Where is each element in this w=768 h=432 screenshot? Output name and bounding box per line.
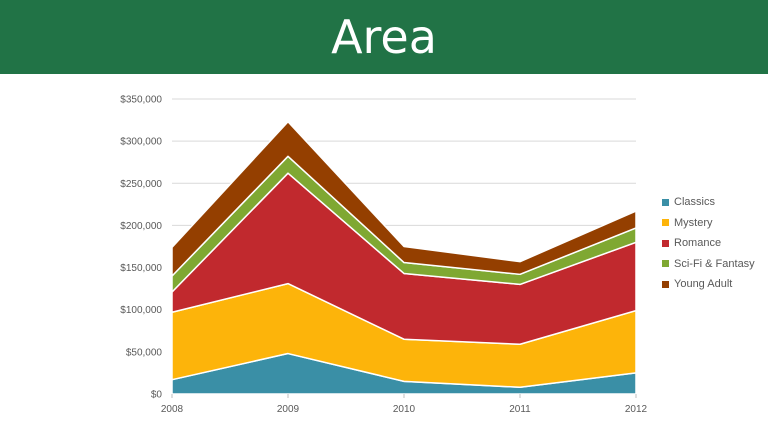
legend-item: Mystery xyxy=(662,213,755,234)
legend-item: Sci-Fi & Fantasy xyxy=(662,254,755,275)
area-series-young-adult xyxy=(171,121,637,277)
legend-item: Romance xyxy=(662,233,755,254)
legend-swatch xyxy=(662,280,669,288)
legend-swatch xyxy=(662,219,669,227)
y-tick-label: $350,000 xyxy=(120,95,162,106)
legend-label: Young Adult xyxy=(674,278,733,291)
legend-swatch xyxy=(662,260,669,268)
y-tick-label: $100,000 xyxy=(120,305,162,316)
y-tick-label: $0 xyxy=(151,390,163,401)
chart-legend: Classics Mystery Romance Sci-Fi & Fantasy Yo… xyxy=(662,192,755,295)
slide-title: Area xyxy=(331,10,437,64)
legend-item: Classics xyxy=(662,192,755,213)
legend-label: Mystery xyxy=(674,216,713,229)
x-tick-label: 2012 xyxy=(625,404,648,415)
x-tick-label: 2011 xyxy=(509,404,531,415)
legend-label: Sci-Fi & Fantasy xyxy=(674,257,755,270)
y-tick-label: $200,000 xyxy=(120,221,162,232)
y-tick-label: $150,000 xyxy=(120,263,162,274)
y-tick-label: $50,000 xyxy=(126,347,163,358)
slide-header: Area xyxy=(0,0,768,74)
legend-label: Romance xyxy=(674,237,722,250)
legend-swatch xyxy=(662,198,669,206)
legend-item: Young Adult xyxy=(662,274,755,295)
x-tick-label: 2008 xyxy=(161,404,184,415)
x-tick-label: 2009 xyxy=(277,404,300,415)
legend-label: Classics xyxy=(674,196,715,209)
y-tick-label: $300,000 xyxy=(120,137,162,148)
legend-swatch xyxy=(662,239,669,247)
x-tick-label: 2010 xyxy=(393,404,416,415)
y-tick-label: $250,000 xyxy=(120,179,162,190)
